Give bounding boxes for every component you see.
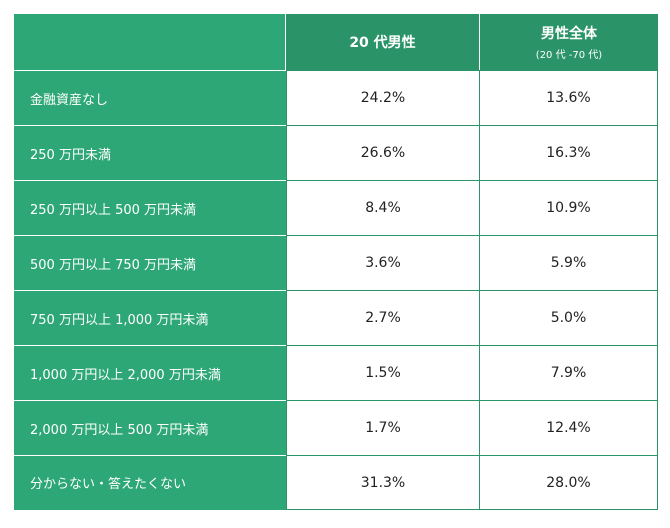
header-corner-cell bbox=[14, 14, 286, 70]
value-all-male: 10.9% bbox=[480, 180, 658, 235]
header-all-male-label: 男性全体 bbox=[541, 26, 597, 42]
value-all-male: 7.9% bbox=[480, 345, 658, 400]
value-20s-male: 1.7% bbox=[286, 400, 480, 455]
header-all-male: 男性全体 (20 代 -70 代) bbox=[480, 14, 658, 70]
row-label: 分からない・答えたくない bbox=[14, 455, 286, 510]
table-row: 金融資産なし 24.2% 13.6% bbox=[14, 70, 658, 125]
value-all-male: 16.3% bbox=[480, 125, 658, 180]
value-20s-male: 24.2% bbox=[286, 70, 480, 125]
value-all-male: 13.6% bbox=[480, 70, 658, 125]
row-label: 250 万円以上 500 万円未満 bbox=[14, 180, 286, 235]
value-20s-male: 8.4% bbox=[286, 180, 480, 235]
value-20s-male: 3.6% bbox=[286, 235, 480, 290]
value-20s-male: 31.3% bbox=[286, 455, 480, 510]
value-all-male: 5.0% bbox=[480, 290, 658, 345]
row-label: 250 万円未満 bbox=[14, 125, 286, 180]
value-all-male: 28.0% bbox=[480, 455, 658, 510]
value-20s-male: 2.7% bbox=[286, 290, 480, 345]
table-row: 750 万円以上 1,000 万円未満 2.7% 5.0% bbox=[14, 290, 658, 345]
asset-distribution-table: 20 代男性 男性全体 (20 代 -70 代) 金融資産なし 24.2% 13… bbox=[14, 14, 658, 510]
table-row: 分からない・答えたくない 31.3% 28.0% bbox=[14, 455, 658, 510]
table-row: 250 万円以上 500 万円未満 8.4% 10.9% bbox=[14, 180, 658, 235]
header-20s-male-label: 20 代男性 bbox=[349, 35, 416, 51]
header-all-male-sub: (20 代 -70 代) bbox=[535, 50, 603, 61]
value-all-male: 5.9% bbox=[480, 235, 658, 290]
row-label: 750 万円以上 1,000 万円未満 bbox=[14, 290, 286, 345]
value-all-male: 12.4% bbox=[480, 400, 658, 455]
table-row: 250 万円未満 26.6% 16.3% bbox=[14, 125, 658, 180]
table-row: 1,000 万円以上 2,000 万円未満 1.5% 7.9% bbox=[14, 345, 658, 400]
table-row: 2,000 万円以上 500 万円未満 1.7% 12.4% bbox=[14, 400, 658, 455]
header-20s-male: 20 代男性 bbox=[286, 14, 480, 70]
table-header-row: 20 代男性 男性全体 (20 代 -70 代) bbox=[14, 14, 658, 70]
value-20s-male: 1.5% bbox=[286, 345, 480, 400]
value-20s-male: 26.6% bbox=[286, 125, 480, 180]
row-label: 金融資産なし bbox=[14, 70, 286, 125]
row-label: 500 万円以上 750 万円未満 bbox=[14, 235, 286, 290]
row-label: 2,000 万円以上 500 万円未満 bbox=[14, 400, 286, 455]
table-row: 500 万円以上 750 万円未満 3.6% 5.9% bbox=[14, 235, 658, 290]
row-label: 1,000 万円以上 2,000 万円未満 bbox=[14, 345, 286, 400]
